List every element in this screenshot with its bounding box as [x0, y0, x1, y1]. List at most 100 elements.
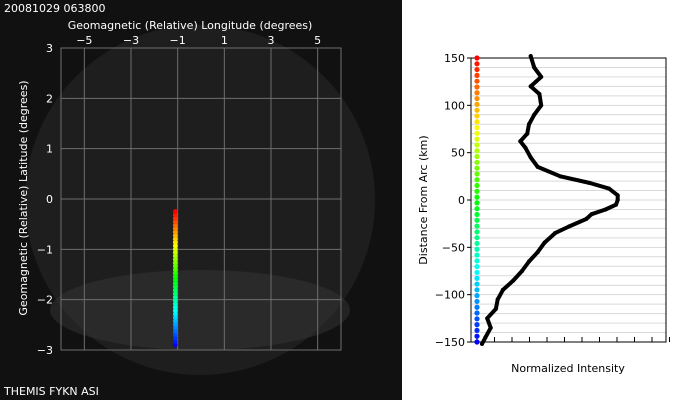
profile-series-point	[528, 155, 533, 160]
profile-colorbar-point	[474, 194, 480, 200]
profile-colorbar-point	[474, 304, 480, 310]
profile-series-point	[539, 74, 544, 79]
sky-chart-point	[172, 308, 178, 314]
profile-colorbar-point	[474, 258, 480, 264]
sky-chart-x-tick-label: −5	[76, 34, 92, 47]
profile-series-point	[511, 278, 516, 283]
sky-chart: −5 −3 −1 1 3 5 −3 −2 −1 0 1 2 3 Geomagnetic (Relati…	[17, 19, 342, 357]
profile-colorbar-point	[474, 211, 480, 218]
profile-series-point	[526, 259, 531, 264]
profile-colorbar-point	[474, 119, 480, 125]
profile-colorbar-point	[474, 327, 480, 334]
profile-colorbar-point	[474, 235, 480, 241]
sky-chart-x-tick-label: −3	[123, 34, 139, 47]
profile-colorbar-point	[474, 84, 480, 90]
profile-colorbar-point	[474, 200, 480, 206]
profile-colorbar-point	[474, 78, 480, 84]
sky-chart-point	[172, 325, 178, 331]
profile-series-point	[526, 122, 531, 127]
profile-series-point	[615, 198, 620, 202]
profile-chart-y-tick-label: −50	[442, 241, 465, 254]
profile-colorbar-point	[474, 159, 480, 165]
sky-chart-point	[172, 236, 178, 242]
sky-chart-point	[172, 274, 178, 279]
profile-series-point	[532, 65, 537, 70]
sky-chart-x-ticks: −5 −3 −1 1 3 5	[76, 34, 321, 47]
profile-chart-y-tick-label: −100	[435, 289, 465, 302]
sky-chart-point	[172, 335, 178, 341]
profile-colorbar-point	[474, 339, 480, 345]
profile-series-point	[533, 79, 538, 84]
profile-series-point	[589, 212, 594, 217]
profile-colorbar-point	[474, 55, 480, 61]
sky-chart-y-ticks: −3 −2 −1 0 1 2 3	[37, 42, 53, 357]
profile-series-point	[535, 250, 540, 255]
image-timestamp: 20081029 063800	[4, 2, 105, 15]
sky-chart-point	[172, 219, 178, 225]
sky-chart-point	[172, 270, 178, 276]
profile-colorbar-point	[474, 182, 480, 189]
profile-colorbar-point	[474, 264, 480, 270]
sky-chart-point	[172, 294, 178, 300]
sky-chart-point	[172, 229, 178, 235]
profile-series-point	[532, 112, 537, 117]
sky-chart-x-tick-label: 5	[314, 34, 321, 47]
profile-series-point	[500, 287, 505, 292]
sky-chart-y-tick-label: −1	[37, 243, 53, 256]
profile-colorbar-point	[474, 316, 480, 322]
profile-series-point	[483, 335, 488, 340]
sky-chart-x-tick-label: 1	[221, 34, 228, 47]
sky-chart-point	[172, 291, 178, 297]
profile-colorbar-point	[474, 287, 480, 293]
profile-chart-y-tick-label: 100	[444, 99, 465, 112]
sky-chart-point	[172, 250, 178, 256]
sky-chart-point	[172, 209, 178, 214]
sky-chart-point	[172, 304, 178, 310]
profile-colorbar-point	[474, 269, 480, 276]
profile-colorbar-point	[474, 246, 480, 252]
profile-series-point	[495, 297, 500, 302]
sky-chart-y-tick-label: 1	[46, 143, 53, 156]
sky-chart-point	[172, 281, 178, 286]
profile-series-point	[523, 145, 528, 150]
profile-colorbar-point	[474, 275, 480, 281]
profile-chart-y-axis-label: Distance From Arc (km)	[417, 135, 430, 264]
profile-colorbar-point	[474, 322, 480, 328]
sky-chart-point	[172, 243, 178, 249]
profile-series-point	[567, 224, 571, 229]
sky-chart-point	[172, 267, 178, 273]
sky-chart-point	[172, 322, 178, 327]
auroral-glow	[50, 270, 350, 350]
profile-colorbar-point	[474, 281, 480, 287]
sky-chart-y-tick-label: −2	[37, 294, 53, 307]
profile-series-point	[584, 216, 589, 221]
profile-series-point	[607, 186, 612, 191]
sky-chart-point	[172, 222, 178, 228]
profile-series-point	[542, 240, 547, 245]
sky-chart-x-tick-label: 3	[268, 34, 275, 47]
sky-chart-y-tick-label: 2	[46, 92, 53, 105]
profile-series-point	[535, 164, 540, 169]
profile-colorbar-point	[474, 217, 480, 223]
profile-chart-y-tick-label: 50	[451, 147, 465, 160]
profile-series-point	[518, 139, 523, 144]
sky-chart-point	[172, 216, 178, 221]
sky-chart-point	[172, 284, 178, 290]
profile-series-point	[615, 193, 620, 198]
sky-chart-point	[172, 315, 178, 321]
sky-chart-y-tick-label: −3	[37, 344, 53, 357]
profile-series-point	[488, 325, 493, 330]
sky-chart-point	[172, 332, 178, 338]
sky-chart-point	[172, 226, 178, 232]
profile-colorbar-point	[474, 101, 480, 107]
sky-chart-x-tick-label: −1	[170, 34, 186, 47]
profile-colorbar-point	[474, 130, 480, 136]
profile-chart-y-ticks: −150 −100 −50 0 50 100 150	[435, 52, 471, 349]
profile-series-point	[480, 341, 484, 346]
sky-chart-grid	[60, 47, 342, 351]
profile-colorbar-point	[474, 61, 480, 67]
sky-chart-point	[172, 253, 178, 259]
sky-chart-point	[172, 239, 178, 245]
profile-chart-y-tick-label: 150	[444, 52, 465, 65]
